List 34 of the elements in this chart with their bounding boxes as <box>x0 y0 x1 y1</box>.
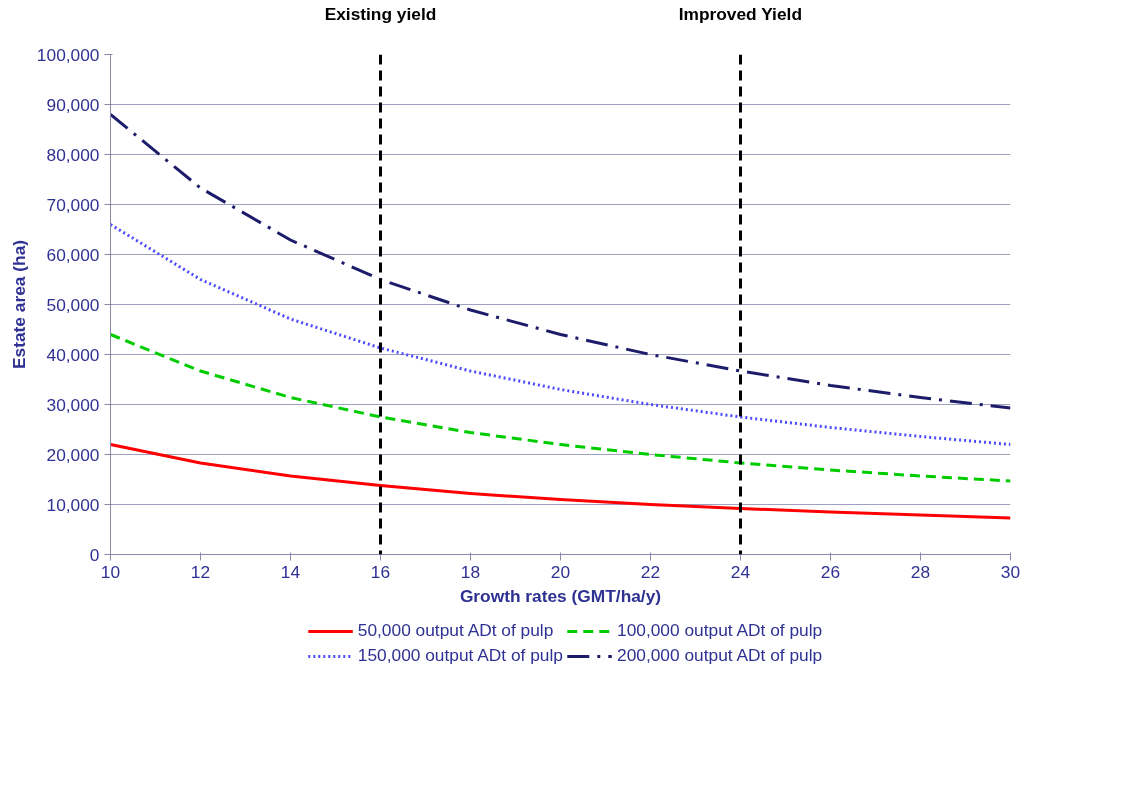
y-tick-label: 90,000 <box>46 94 100 115</box>
y-tick-label: 20,000 <box>46 444 100 465</box>
x-tick-label: 28 <box>910 561 931 582</box>
y-tick-label: 70,000 <box>46 194 100 215</box>
line-series <box>110 113 1011 410</box>
ref-line-label: Improved Yield <box>678 3 802 24</box>
x-axis-title: Growth rates (GMT/ha/y) <box>459 585 662 606</box>
y-tick-label: 10,000 <box>46 494 100 515</box>
legend-label: 150,000 output ADt of pulp <box>357 645 563 666</box>
y-tick-label: 50,000 <box>46 294 100 315</box>
legend-label: 200,000 output ADt of pulp <box>617 645 823 666</box>
line-series <box>110 333 1011 483</box>
x-tick-label: 18 <box>460 561 481 582</box>
x-tick-label: 30 <box>1000 561 1021 582</box>
legend-label: 100,000 output ADt of pulp <box>617 620 823 641</box>
legend-label: 50,000 output ADt of pulp <box>357 620 554 641</box>
x-tick-label: 22 <box>640 561 661 582</box>
ref-line-label: Existing yield <box>324 3 437 24</box>
y-tick-label: 80,000 <box>46 144 100 165</box>
x-tick-label: 14 <box>280 561 301 582</box>
x-tick-label: 26 <box>820 561 841 582</box>
x-tick-label: 10 <box>100 561 121 582</box>
line-series <box>110 443 1011 520</box>
y-tick-label: 30,000 <box>46 394 100 415</box>
y-tick-label: 40,000 <box>46 344 100 365</box>
x-tick-label: 16 <box>370 561 391 582</box>
x-tick-label: 24 <box>730 561 751 582</box>
x-tick-label: 12 <box>190 561 211 582</box>
y-tick-label: 100,000 <box>36 44 100 65</box>
x-tick-label: 20 <box>550 561 571 582</box>
line-series <box>110 223 1011 446</box>
y-axis-title: Estate area (ha) <box>8 239 29 370</box>
y-tick-label: 0 <box>89 544 100 565</box>
y-tick-label: 60,000 <box>46 244 100 265</box>
